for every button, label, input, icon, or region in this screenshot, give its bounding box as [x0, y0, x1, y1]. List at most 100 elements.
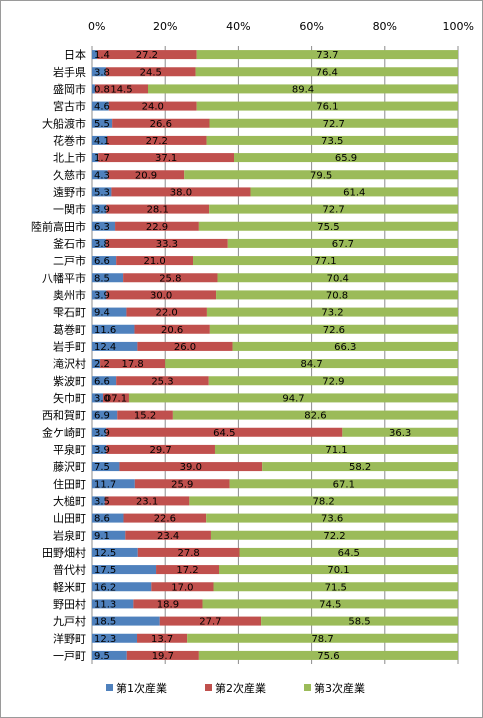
category-label: 西和賀町 [42, 409, 86, 422]
bar-segment [112, 118, 210, 128]
data-label: 71.1 [325, 445, 347, 456]
data-label: 74.5 [319, 599, 341, 610]
bar-segment [115, 221, 199, 231]
bar-segment [234, 153, 458, 163]
data-label: 76.4 [316, 67, 338, 78]
data-label: 07.1 [105, 393, 127, 404]
data-label: 23.4 [157, 531, 179, 542]
data-label: 12.3 [94, 634, 116, 645]
category-label: 滝沢村 [53, 357, 86, 371]
legend-label: 第2次産業 [215, 681, 266, 695]
data-label: 3.9 [94, 445, 110, 456]
data-label: 26.6 [150, 119, 172, 130]
x-tick-label: 60% [299, 20, 323, 33]
data-label: 58.2 [349, 462, 371, 473]
bar-segment [92, 496, 105, 506]
data-label: 3.0 [94, 393, 110, 404]
data-label: 94.7 [282, 393, 304, 404]
data-label: 19.7 [152, 651, 174, 662]
data-label: 67.7 [332, 239, 354, 250]
bar-segment [92, 513, 124, 523]
data-label: 22.0 [156, 308, 178, 319]
bar-segment [229, 479, 458, 489]
bar-segment [106, 427, 343, 437]
data-label: 20.6 [161, 325, 183, 336]
bar-segment [92, 427, 107, 437]
bar-segment [98, 153, 235, 163]
bar-segment [107, 170, 185, 180]
data-label: 75.5 [317, 222, 339, 233]
data-label: 70.4 [327, 273, 349, 284]
category-label: 岩手町 [53, 339, 86, 353]
data-label: 6.3 [94, 222, 110, 233]
bar-segment [92, 101, 109, 111]
data-label: 23.1 [136, 496, 158, 507]
bar-segment [206, 513, 458, 523]
data-label: 72.6 [323, 325, 345, 336]
data-label: 58.5 [348, 617, 370, 628]
bar-segment [92, 479, 135, 489]
x-tick-label: 0% [88, 20, 105, 33]
data-label: 38.0 [170, 187, 192, 198]
legend-label: 第3次産業 [314, 681, 365, 695]
bar-segment [100, 359, 166, 369]
bar-segment [92, 221, 116, 231]
data-label: 2.2 [94, 359, 110, 370]
data-label: 82.6 [304, 411, 326, 422]
bar-segment [92, 633, 138, 643]
bar-segment [165, 359, 458, 369]
bar-segment [92, 650, 127, 660]
bar-segment [202, 599, 458, 609]
bar-segment [184, 170, 458, 180]
category-label: 釜石市 [53, 236, 86, 250]
bar-segment [92, 599, 134, 609]
data-label: 17.2 [176, 565, 198, 576]
category-label: 矢巾町 [53, 391, 86, 405]
data-label: 70.8 [326, 290, 348, 301]
category-label: 大槌町 [53, 494, 86, 508]
bar-segment [172, 410, 459, 420]
data-label: 72.9 [322, 376, 344, 387]
data-label: 64.5 [338, 548, 360, 559]
bar-segment [117, 410, 173, 420]
data-label: 18.9 [157, 599, 179, 610]
data-label: 27.2 [146, 136, 168, 147]
data-label: 13.7 [151, 634, 173, 645]
category-label: 北上市 [53, 151, 86, 165]
data-label: 11.6 [94, 325, 116, 336]
category-label: 洋野町 [53, 631, 86, 645]
bar-segment [119, 462, 263, 472]
bar-segment [206, 307, 458, 317]
bar-segment [213, 582, 458, 592]
data-label: 5.5 [94, 119, 110, 130]
data-label: 36.3 [389, 428, 411, 439]
data-label: 72.7 [322, 205, 344, 216]
gridlines [91, 46, 459, 664]
bar-segment [92, 118, 113, 128]
data-label: 78.2 [313, 496, 335, 507]
data-label: 30.0 [150, 290, 172, 301]
bar-segment [232, 341, 458, 351]
bar-segment [261, 616, 458, 626]
data-label: 39.0 [180, 462, 202, 473]
bar-segment [123, 513, 207, 523]
category-label: 普代村 [53, 563, 86, 577]
bar-segment [147, 84, 459, 94]
category-label: 二戸市 [53, 254, 86, 268]
category-label: 久慈市 [53, 168, 86, 182]
bar-segment [219, 565, 458, 575]
bar-segment [196, 50, 458, 60]
bar-segment [92, 582, 152, 592]
category-label: 藤沢町 [53, 460, 86, 474]
data-label: 70.1 [327, 565, 349, 576]
data-label: 27.7 [199, 617, 221, 628]
data-label: 8.5 [94, 273, 110, 284]
data-label: 89.4 [292, 84, 314, 95]
bar-segment [92, 256, 117, 266]
data-label: 12.5 [94, 548, 116, 559]
data-label: 11.3 [94, 599, 116, 610]
data-label: 84.7 [300, 359, 322, 370]
bar-segment [92, 238, 106, 248]
bar-segment [342, 427, 458, 437]
data-label: 0.8 [94, 84, 110, 95]
